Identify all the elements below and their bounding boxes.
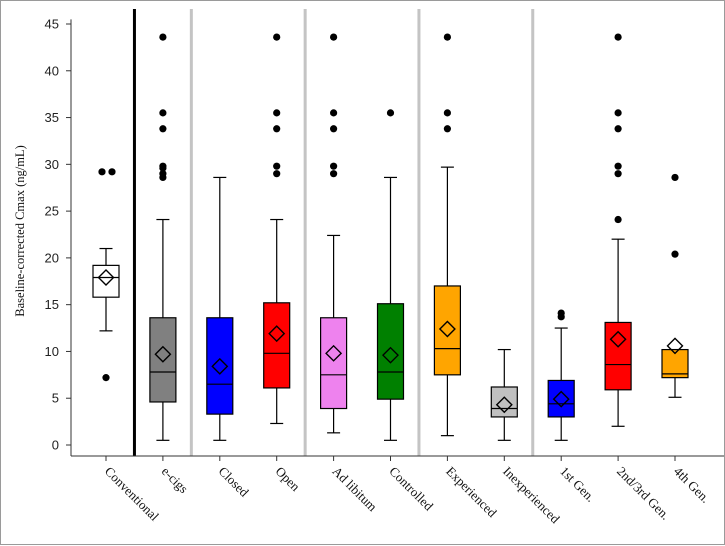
outlier-point — [273, 170, 281, 178]
y-tick-label: 30 — [45, 157, 59, 172]
box-group — [263, 33, 291, 425]
mean-marker — [495, 396, 513, 414]
group-separators — [132, 9, 535, 456]
outlier-point — [443, 125, 451, 133]
iqr-box — [604, 321, 632, 391]
outlier-point — [330, 125, 338, 133]
mean-marker — [382, 346, 399, 364]
outlier-point — [159, 109, 167, 117]
outlier-point — [159, 170, 167, 178]
x-tick-label: 1st Gen. — [557, 464, 598, 505]
outlier-point — [671, 173, 679, 182]
outlier-point — [614, 215, 622, 224]
iqr-box — [206, 317, 234, 415]
mean-marker — [154, 345, 172, 363]
y-tick-label: 10 — [45, 344, 59, 359]
outlier-point — [273, 109, 281, 117]
x-tick-label: Conventional — [102, 464, 162, 524]
outlier-point — [273, 162, 281, 170]
mean-marker — [609, 330, 627, 348]
mean-marker — [666, 337, 684, 355]
outlier-point — [273, 33, 281, 41]
box-group — [320, 33, 348, 434]
outlier-point — [443, 33, 451, 41]
iqr-box — [320, 317, 348, 410]
outlier-point — [330, 162, 338, 170]
iqr-box — [149, 317, 177, 403]
outlier-point — [614, 109, 622, 117]
y-axis: 0 5 10 15 20 25 30 35 40 45 — [45, 17, 724, 457]
box-group — [149, 33, 177, 441]
box-group — [433, 33, 461, 437]
outlier-point — [330, 170, 338, 178]
mean-marker — [97, 269, 115, 287]
iqr-box — [547, 379, 575, 418]
x-tick-label: Controlled — [386, 464, 436, 514]
outlier-point — [671, 250, 679, 258]
outlier-point — [386, 109, 395, 117]
outlier-point — [443, 109, 451, 117]
outlier-point — [159, 162, 167, 170]
iqr-box — [263, 302, 291, 389]
box-group — [661, 173, 689, 398]
iqr-box — [433, 285, 461, 376]
y-axis-label: Baseline-corrected Cmax (ng/mL) — [13, 145, 27, 316]
x-tick-label: Experienced — [443, 464, 500, 521]
box-group — [92, 168, 120, 382]
y-tick-label: 20 — [45, 250, 59, 265]
box-group — [490, 348, 518, 441]
mean-marker — [552, 390, 570, 408]
x-tick-label: e-cigs — [159, 464, 192, 497]
outlier-point — [557, 309, 565, 317]
x-tick-label: Closed — [216, 464, 252, 500]
outlier-point — [108, 168, 116, 176]
y-tick-label: 0 — [52, 438, 59, 453]
x-tick-label: 2nd/3rd Gen. — [614, 464, 673, 523]
box-group — [206, 176, 234, 441]
box-group — [604, 33, 632, 427]
x-tick-label: 4th Gen. — [671, 464, 713, 506]
y-tick-label: 40 — [45, 63, 59, 78]
x-tick-label: Inexperienced — [500, 464, 563, 527]
outlier-point — [159, 125, 167, 133]
outlier-point — [614, 33, 622, 41]
y-tick-label: 45 — [45, 17, 59, 32]
iqr-box — [376, 303, 405, 400]
outlier-point — [614, 170, 622, 178]
x-tick-label: Open — [273, 464, 304, 495]
y-tick-label: 5 — [52, 391, 59, 406]
box-group — [547, 309, 575, 441]
outlier-point — [614, 162, 622, 170]
outlier-point — [273, 125, 281, 133]
outlier-point — [102, 374, 110, 382]
mean-marker — [325, 344, 343, 362]
mean-marker — [211, 357, 229, 375]
mean-marker — [268, 325, 286, 343]
box-series — [92, 33, 689, 441]
mean-marker — [438, 320, 456, 338]
y-tick-label: 25 — [45, 204, 59, 219]
outlier-point — [330, 33, 338, 41]
y-tick-label: 15 — [45, 297, 59, 312]
y-tick-label: 35 — [45, 110, 59, 125]
outlier-point — [98, 168, 106, 176]
box-group — [376, 109, 405, 441]
outlier-point — [614, 125, 622, 133]
x-tick-label: Ad libitum — [329, 464, 380, 515]
outlier-point — [159, 33, 167, 41]
outlier-point — [330, 109, 338, 117]
